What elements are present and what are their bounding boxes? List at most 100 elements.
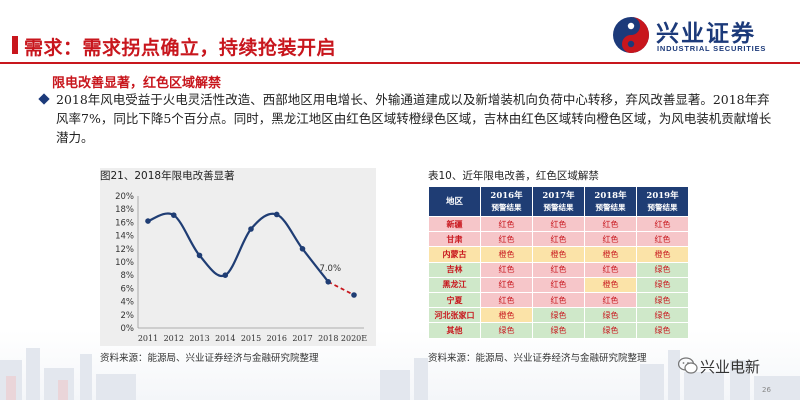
header-sub-label: 预警结果 [543,202,574,212]
figure-source: 资料来源：能源局、兴业证券经济与金融研究院整理 [100,353,319,364]
data-point [196,252,203,259]
y-tick-label: 16% [115,218,134,228]
x-tick-label: 2012 [164,334,184,343]
table-row: 内蒙古 橙色 橙色 橙色 橙色 [428,246,689,263]
warning-cell: 红色 [636,231,689,248]
warning-cell: 绿色 [532,322,585,339]
warning-cell: 红色 [532,276,585,293]
table-corner-header: 地区 [428,186,481,217]
table-row: 黑龙江 红色 红色 橙色 绿色 [428,276,689,293]
warning-cell: 橙色 [636,246,689,263]
data-point [248,226,254,232]
warning-cell: 绿色 [584,307,637,324]
wechat-icon [678,357,698,374]
line-chart: 0% 2% 4% 6% 8% 10% 12% 14% 16% 18% 20% 2011 2012 2013… [115,192,367,343]
data-point [299,246,306,252]
data-point [273,211,280,218]
header-divider [0,62,800,64]
data-point [170,212,177,218]
y-tick-label: 4% [121,298,135,308]
header-year-label: 2016年 [490,190,523,201]
data-point [325,279,332,285]
warning-cell: 红色 [532,215,585,233]
region-cell: 新疆 [428,215,481,233]
header-year-label: 2018年 [594,190,627,201]
company-logo: 兴业证券 INDUSTRIAL SECURITIES [612,12,792,60]
x-tick-label: 2015 [241,334,261,343]
region-cell: 甘肃 [428,231,481,248]
table-row: 河北张家口 橙色 绿色 绿色 绿色 [428,307,689,324]
warning-cell: 红色 [480,261,533,278]
data-point [222,272,229,278]
logo-mark-icon [613,17,649,53]
title-accent-bar [12,36,18,54]
data-point [351,292,357,298]
warning-cell: 红色 [480,215,533,233]
body-paragraph: 2018年风电受益于火电灵活性改造、西部地区用电增长、外输通道建成以及新增装机向… [56,92,772,145]
warning-cell: 红色 [532,291,585,309]
wechat-label: 兴业电新 [700,358,761,376]
warning-cell: 绿色 [636,276,689,293]
x-tick-label: 2018 [318,334,338,343]
warning-cell: 红色 [532,231,585,248]
wechat-watermark: 兴业电新 [678,355,788,377]
table-row: 吉林 红色 红色 红色 绿色 [428,261,689,278]
warning-cell: 红色 [584,215,637,233]
warning-cell: 绿色 [636,322,689,339]
warning-cell: 橙色 [480,246,533,263]
warning-cell: 橙色 [584,246,637,263]
data-label: 7.0% [319,264,341,274]
table-row: 甘肃 红色 红色 红色 红色 [428,231,689,248]
table-source: 资料来源：能源局、兴业证券经济与金融研究院整理 [428,353,647,364]
region-cell: 黑龙江 [428,276,481,293]
warning-table: 地区 2016年 预警结果 2017年 预警结果 2018年 预警结果 2019年 预警结果 … [428,186,689,339]
warning-cell: 红色 [584,291,637,309]
table-header-year: 2018年 预警结果 [584,186,637,217]
x-tick-label: 2020E [341,334,367,343]
warning-cell: 红色 [584,261,637,278]
y-tick-label: 0% [121,324,135,334]
y-tick-label: 12% [115,245,134,255]
warning-cell: 红色 [480,291,533,309]
warning-cell: 红色 [480,231,533,248]
slide-title: 需求：需求拐点确立，持续抢装开启 [24,37,337,59]
table-header-year: 2017年 预警结果 [532,186,585,217]
x-tick-label: 2013 [189,334,209,343]
warning-cell: 橙色 [584,276,637,293]
background-cityscape [0,330,800,400]
region-cell: 内蒙古 [428,246,481,263]
warning-cell: 绿色 [636,261,689,278]
y-tick-label: 18% [115,205,134,215]
figure-caption: 图21、2018年限电改善显著 [100,170,235,182]
x-tick-label: 2011 [138,334,158,343]
warning-cell: 绿色 [480,322,533,339]
page-number: 26 [762,386,771,394]
table-header-year: 2019年 预警结果 [636,186,689,217]
table-row: 其他 绿色 绿色 绿色 绿色 [428,322,689,339]
y-tick-label: 2% [121,311,135,321]
region-cell: 河北张家口 [428,307,481,324]
warning-cell: 绿色 [532,307,585,324]
warning-cell: 橙色 [532,246,585,263]
warning-cell: 红色 [532,261,585,278]
table-header-year: 2016年 预警结果 [480,186,533,217]
table-row: 新疆 红色 红色 红色 红色 [428,215,689,233]
warning-cell: 红色 [584,231,637,248]
x-tick-label: 2016 [267,334,287,343]
header-sub-label: 预警结果 [647,202,678,212]
logo-name-en: INDUSTRIAL SECURITIES [657,44,767,53]
header-year-label: 2017年 [542,190,575,201]
warning-cell: 绿色 [636,307,689,324]
x-tick-label: 2014 [215,334,235,343]
y-tick-label: 6% [121,284,135,294]
table-caption: 表10、近年限电改善，红色区域解禁 [428,170,599,182]
x-tick-label: 2017 [292,334,312,343]
slide-header: 需求：需求拐点确立，持续抢装开启 兴业证券 INDUSTRIAL SECURIT… [0,0,800,72]
y-tick-label: 10% [115,258,134,268]
region-cell: 其他 [428,322,481,339]
diamond-bullet-icon [38,93,50,105]
warning-cell: 红色 [636,215,689,233]
y-tick-label: 8% [121,271,135,281]
forecast-line [327,280,355,296]
warning-cell: 绿色 [636,291,689,309]
